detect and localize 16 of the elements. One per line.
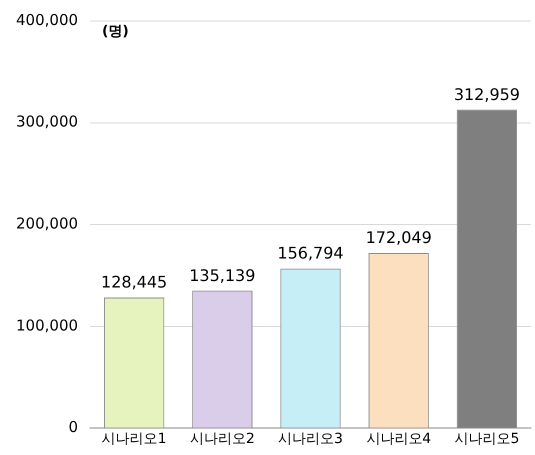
- data-label: 172,049: [366, 228, 432, 248]
- x-tick-label: 시나리오4: [366, 431, 432, 448]
- y-axis-title: (명): [102, 24, 129, 40]
- y-tick-label: 200,000: [16, 214, 78, 232]
- y-tick-label: 100,000: [16, 316, 78, 334]
- x-tick-label: 시나리오1: [102, 431, 167, 448]
- y-tick-label: 300,000: [16, 112, 78, 131]
- y-tick-label: 0: [68, 418, 78, 436]
- x-tick-label: 시나리오5: [454, 431, 520, 448]
- data-label: 312,959: [454, 84, 520, 104]
- data-label: 135,139: [189, 266, 256, 285]
- x-tick-label: 시나리오3: [278, 431, 343, 448]
- data-label: 156,794: [277, 244, 344, 263]
- x-tick-label: 시나리오2: [190, 431, 255, 448]
- data-label: 128,445: [101, 272, 168, 292]
- y-tick-label: 400,000: [16, 10, 78, 29]
